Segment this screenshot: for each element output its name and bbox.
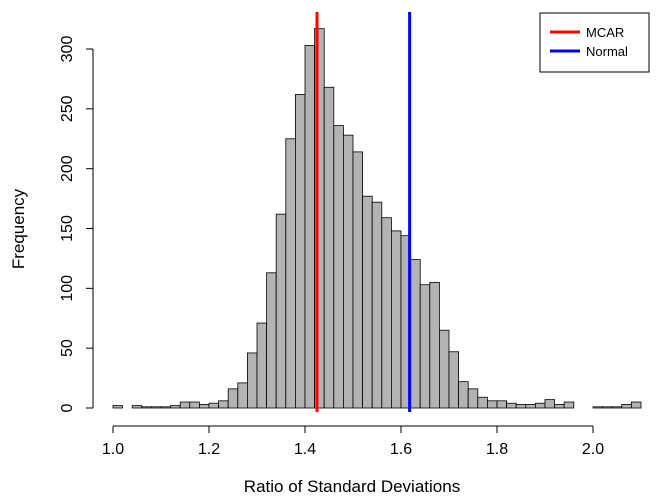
legend-box xyxy=(539,12,650,73)
histogram-bar xyxy=(371,201,383,409)
histogram-bar xyxy=(189,401,200,409)
histogram-bar xyxy=(150,406,162,409)
y-tick-label: 100 xyxy=(59,275,76,302)
histogram-bar xyxy=(323,86,335,409)
histogram-bar xyxy=(429,281,440,409)
histogram-bar xyxy=(246,352,258,409)
histogram-bar xyxy=(515,404,527,409)
y-tick-label: 0 xyxy=(59,403,76,412)
histogram-bar xyxy=(467,388,479,409)
histogram-bar xyxy=(390,230,402,409)
histogram-bar xyxy=(506,402,517,409)
histogram-bar xyxy=(535,402,546,409)
y-tick-label: 200 xyxy=(59,155,76,182)
y-tick-label: 50 xyxy=(59,339,76,357)
histogram-bar xyxy=(592,406,604,409)
histogram-bar xyxy=(198,404,210,409)
histogram-bar xyxy=(602,406,613,409)
histogram-bar xyxy=(237,382,248,409)
histogram-bar xyxy=(458,381,469,409)
histogram-bars xyxy=(112,28,642,409)
histogram-bar xyxy=(621,404,632,409)
histogram-bar xyxy=(285,138,296,409)
histogram-bar xyxy=(477,396,488,409)
histogram-bar xyxy=(131,405,143,409)
histogram-bar xyxy=(611,406,623,409)
histogram-bar xyxy=(381,217,392,409)
x-tick-label: 1.4 xyxy=(294,441,316,458)
histogram-bar xyxy=(486,400,498,409)
reference-lines xyxy=(315,12,412,412)
y-tick-label: 250 xyxy=(59,95,76,122)
x-tick-label: 1.2 xyxy=(198,441,220,458)
histogram-bar xyxy=(563,401,575,409)
histogram-bar xyxy=(496,400,508,409)
histogram-bar xyxy=(256,322,268,409)
histogram-bar xyxy=(352,151,364,409)
histogram-bar xyxy=(160,406,172,409)
histogram-bar xyxy=(294,94,306,409)
legend-label-mcar: MCAR xyxy=(586,25,624,40)
y-tick-label: 150 xyxy=(59,215,76,242)
histogram-bar xyxy=(208,402,220,409)
histogram-bar xyxy=(525,404,536,409)
histogram-bar xyxy=(227,388,239,409)
y-axis-title: Frequency xyxy=(9,188,28,269)
histogram-bar xyxy=(362,195,373,409)
histogram-bar xyxy=(410,259,421,409)
x-tick-label: 1.0 xyxy=(102,441,124,458)
legend: MCAR Normal xyxy=(539,12,650,73)
histogram-bar xyxy=(266,272,277,409)
x-tick-label: 1.8 xyxy=(486,441,508,458)
x-axis: 1.0 1.2 1.4 1.6 1.8 2.0 xyxy=(102,425,604,458)
histogram-bar xyxy=(170,405,181,409)
histogram-bar xyxy=(179,401,191,409)
histogram-bar xyxy=(554,404,565,409)
histogram-bar xyxy=(631,401,642,409)
x-tick-label: 2.0 xyxy=(582,441,604,458)
histogram-bar xyxy=(304,45,316,409)
histogram-bar xyxy=(342,134,354,409)
histogram-bar xyxy=(419,284,431,409)
y-tick-label: 300 xyxy=(59,36,76,63)
histogram-bar xyxy=(544,399,556,409)
histogram-bar xyxy=(218,400,229,409)
histogram-bar xyxy=(438,329,450,409)
x-tick-label: 1.6 xyxy=(390,441,412,458)
histogram-bar xyxy=(141,406,152,409)
histogram-bar xyxy=(448,351,460,409)
legend-label-normal: Normal xyxy=(586,44,628,59)
histogram-bar xyxy=(275,213,287,409)
x-axis-title: Ratio of Standard Deviations xyxy=(244,477,460,496)
histogram-bar xyxy=(333,125,344,409)
histogram-bar xyxy=(112,405,124,409)
y-axis: 0 50 100 150 200 250 300 xyxy=(59,36,94,412)
